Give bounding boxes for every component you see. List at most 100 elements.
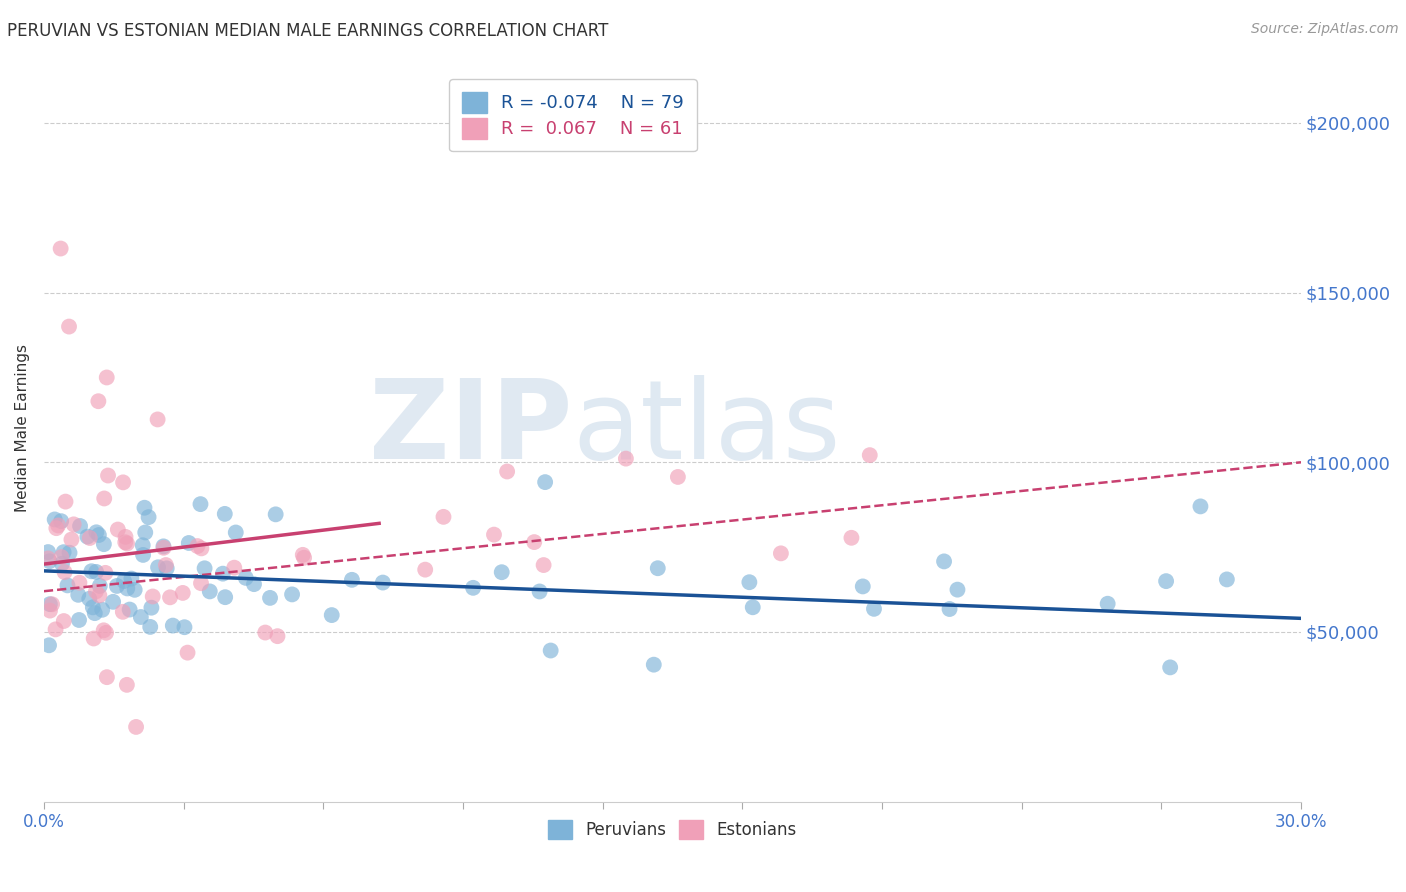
Point: [340, 573, 363, 587]
Point: [224, 560, 246, 574]
Point: [79, 531, 101, 545]
Point: [291, 548, 314, 562]
Point: [738, 575, 761, 590]
Point: [111, 605, 134, 619]
Point: [51, 557, 73, 571]
Point: [51, 514, 73, 528]
Point: [134, 500, 156, 515]
Point: [62, 517, 84, 532]
Point: [235, 571, 257, 585]
Y-axis label: Median Male Earnings: Median Male Earnings: [15, 344, 30, 512]
Point: [51, 550, 73, 565]
Point: [523, 535, 546, 549]
Point: [83, 606, 105, 620]
Point: [55, 494, 77, 508]
Point: [58, 319, 80, 334]
Point: [194, 561, 217, 575]
Point: [852, 579, 875, 593]
Point: [1154, 574, 1177, 589]
Point: [432, 509, 454, 524]
Point: [101, 595, 124, 609]
Text: Source: ZipAtlas.com: Source: ZipAtlas.com: [1251, 22, 1399, 37]
Point: [371, 575, 394, 590]
Text: ZIP: ZIP: [368, 375, 572, 482]
Point: [45, 623, 67, 637]
Point: [540, 643, 562, 657]
Point: [52, 614, 75, 628]
Point: [41, 597, 63, 611]
Point: [125, 720, 148, 734]
Point: [176, 646, 198, 660]
Point: [87, 394, 110, 409]
Point: [859, 448, 882, 462]
Point: [115, 678, 138, 692]
Point: [112, 574, 135, 588]
Point: [138, 510, 160, 524]
Point: [647, 561, 669, 575]
Point: [77, 591, 100, 606]
Point: [1159, 660, 1181, 674]
Point: [46, 518, 69, 533]
Point: [94, 625, 117, 640]
Point: [243, 577, 266, 591]
Point: [529, 584, 551, 599]
Point: [39, 604, 62, 618]
Point: [93, 537, 115, 551]
Point: [96, 370, 118, 384]
Point: [938, 602, 960, 616]
Point: [643, 657, 665, 672]
Point: [932, 554, 955, 568]
Point: [155, 558, 177, 572]
Point: [666, 470, 689, 484]
Point: [129, 610, 152, 624]
Point: [491, 565, 513, 579]
Point: [863, 602, 886, 616]
Point: [114, 535, 136, 549]
Point: [173, 620, 195, 634]
Legend: Peruvians, Estonians: Peruvians, Estonians: [541, 813, 803, 846]
Point: [211, 566, 233, 581]
Point: [38, 597, 60, 611]
Point: [134, 525, 156, 540]
Point: [533, 558, 555, 572]
Point: [91, 603, 114, 617]
Point: [83, 632, 105, 646]
Point: [82, 600, 104, 615]
Point: [142, 590, 165, 604]
Point: [841, 531, 863, 545]
Point: [60, 533, 83, 547]
Point: [266, 629, 288, 643]
Point: [117, 582, 139, 596]
Point: [1189, 500, 1212, 514]
Point: [413, 563, 436, 577]
Text: atlas: atlas: [572, 375, 841, 482]
Point: [281, 587, 304, 601]
Point: [52, 545, 75, 559]
Point: [45, 521, 67, 535]
Point: [321, 608, 343, 623]
Point: [198, 584, 221, 599]
Point: [146, 560, 169, 574]
Point: [114, 530, 136, 544]
Point: [177, 536, 200, 550]
Point: [115, 536, 138, 550]
Text: PERUVIAN VS ESTONIAN MEDIAN MALE EARNINGS CORRELATION CHART: PERUVIAN VS ESTONIAN MEDIAN MALE EARNING…: [7, 22, 609, 40]
Point: [93, 624, 115, 638]
Point: [69, 519, 91, 533]
Point: [67, 613, 90, 627]
Point: [214, 590, 236, 604]
Point: [86, 525, 108, 540]
Point: [67, 575, 90, 590]
Point: [80, 564, 103, 578]
Point: [152, 540, 174, 554]
Point: [132, 548, 155, 562]
Point: [97, 468, 120, 483]
Point: [120, 572, 142, 586]
Point: [741, 600, 763, 615]
Point: [1097, 597, 1119, 611]
Point: [112, 475, 135, 490]
Point: [89, 588, 111, 602]
Point: [105, 579, 128, 593]
Point: [107, 523, 129, 537]
Point: [94, 566, 117, 580]
